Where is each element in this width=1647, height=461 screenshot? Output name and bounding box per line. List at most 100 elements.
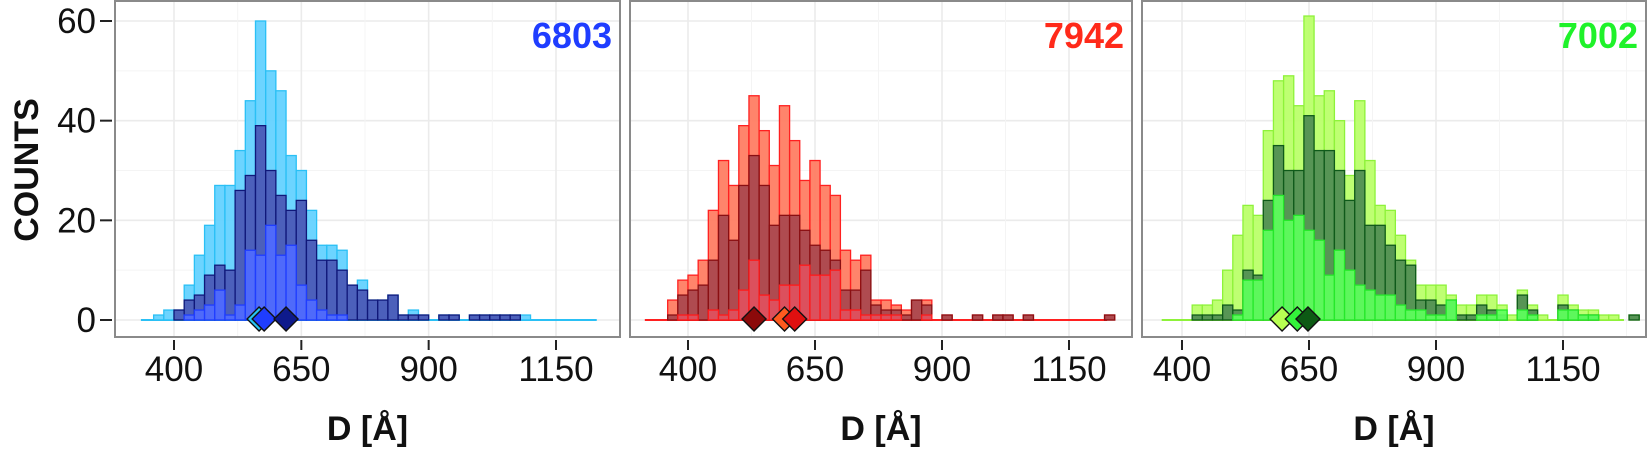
histogram-bar [214, 289, 226, 321]
histogram-bar [1201, 314, 1214, 321]
mean-markers [741, 306, 808, 332]
histogram-bar [377, 299, 389, 321]
histogram-bar [1394, 304, 1407, 321]
histogram-bar [1333, 249, 1346, 321]
x-tick-label: 650 [1280, 350, 1338, 389]
histogram-bar [1577, 314, 1590, 321]
y-axis-title: COUNTS [8, 98, 46, 242]
panel-label: 7002 [1558, 15, 1638, 56]
histogram-bar [326, 259, 338, 321]
histogram-bar [478, 314, 491, 321]
histogram-bar [356, 289, 369, 321]
histogram-bar [1506, 314, 1518, 321]
histogram-bar [1022, 314, 1035, 321]
histogram-bar [1374, 294, 1386, 321]
y-tick-label: 60 [57, 2, 96, 41]
histogram-bar [203, 304, 216, 321]
x-axis-title: D [Å] [1353, 410, 1434, 448]
x-tick-label: 900 [1407, 350, 1465, 389]
panel-label: 6803 [532, 15, 612, 56]
histogram-bar [173, 309, 185, 321]
histogram-bar [1343, 269, 1356, 321]
histogram-bar [468, 314, 481, 321]
histogram-bar [1404, 309, 1417, 321]
histogram-bar [727, 239, 740, 321]
histogram-bar [234, 189, 246, 321]
histogram-bar [193, 309, 206, 321]
histogram-bar [1587, 314, 1600, 321]
histogram-bar [1262, 229, 1275, 321]
histogram-bar [1425, 314, 1437, 321]
histogram-bar [244, 249, 257, 321]
histogram-bar [1323, 274, 1336, 321]
y-tick-label: 20 [57, 201, 96, 240]
histogram-bar [1313, 239, 1325, 321]
x-tick-label: 900 [399, 350, 457, 389]
histogram-bar [315, 309, 328, 321]
histogram-bar [1384, 294, 1397, 321]
histogram-bar [234, 304, 246, 321]
histogram-bar [697, 284, 709, 321]
y-tick-label: 0 [77, 301, 96, 340]
histogram-bar [499, 314, 511, 321]
mean-diamond-marker [781, 306, 808, 332]
histogram-bar [1608, 314, 1620, 321]
histogram-bar [265, 224, 277, 321]
histogram-bar [727, 309, 740, 321]
histogram-bar [1211, 314, 1224, 321]
histogram-bar [366, 299, 379, 321]
x-axis-ticks: 400 650 900 1150 [659, 340, 1107, 389]
histogram-bar [677, 314, 689, 321]
mean-diamond-marker [273, 306, 300, 332]
histogram-bar [717, 314, 730, 321]
histogram-bar [1455, 314, 1468, 321]
histogram-bar [839, 309, 852, 321]
histogram-bar [707, 309, 720, 321]
histogram-bar [687, 314, 699, 321]
histogram-bar [1445, 299, 1457, 321]
x-axis-ticks: 400 650 900 1150 [1153, 340, 1601, 389]
panel-2: 7942 400 650 900 1150 D [Å] [629, 0, 1133, 448]
x-tick-label: 400 [145, 350, 203, 389]
histogram-bar [910, 299, 923, 321]
histogram-bar [921, 314, 933, 321]
histogram-bar [519, 314, 532, 321]
x-axis-title: D [Å] [840, 410, 921, 448]
y-tick-label: 40 [57, 102, 96, 141]
histogram-bar [152, 314, 165, 321]
histogram-bar [890, 314, 903, 321]
histogram-bar [799, 264, 811, 321]
histogram-bar [992, 314, 1004, 321]
histogram-bar [1293, 214, 1305, 321]
histogram-bar [971, 314, 984, 321]
series-light [1232, 194, 1600, 321]
histogram-bar [163, 309, 175, 321]
y-axis-ticks: 0 20 40 60 [57, 2, 112, 340]
x-tick-label: 650 [786, 350, 844, 389]
histogram-bar [1252, 279, 1264, 321]
histogram-bar [1364, 289, 1376, 321]
histogram-bar [1282, 219, 1295, 321]
histogram-bar [448, 314, 460, 321]
histogram-bar [1242, 279, 1254, 321]
mean-markers [246, 306, 300, 332]
histogram-bar [1496, 309, 1508, 321]
histogram-bar [438, 314, 450, 321]
histogram-bar [336, 314, 348, 321]
histogram-bar [880, 314, 892, 321]
x-tick-label: 1150 [518, 350, 593, 389]
panel-label: 7942 [1044, 15, 1124, 56]
histogram-bar [1536, 314, 1549, 321]
histogram-bar [717, 214, 730, 321]
histogram-bar [1232, 234, 1244, 321]
x-axis-title: D [Å] [327, 410, 408, 448]
x-tick-label: 1150 [1525, 350, 1600, 389]
histogram-bar [1272, 194, 1285, 321]
histogram-bar [1103, 314, 1116, 321]
histogram-bar [829, 269, 842, 321]
histogram-bar [1002, 314, 1014, 321]
histogram-bar [1354, 284, 1366, 321]
x-tick-label: 400 [659, 350, 717, 389]
series-light [677, 259, 933, 321]
